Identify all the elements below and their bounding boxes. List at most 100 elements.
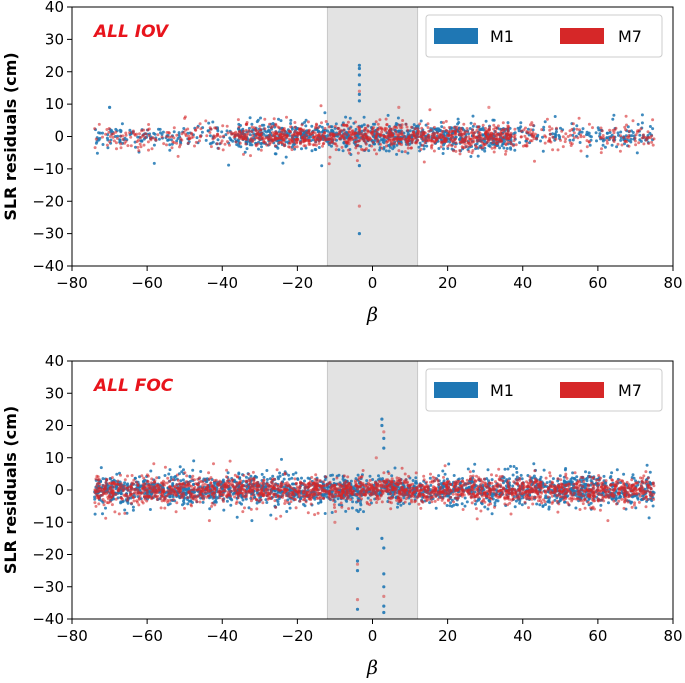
point-m1 bbox=[287, 473, 291, 477]
point-m7 bbox=[433, 141, 437, 144]
point-m1 bbox=[568, 138, 572, 142]
point-m7 bbox=[366, 129, 370, 133]
point-m7 bbox=[376, 138, 380, 142]
point-m7 bbox=[303, 144, 307, 148]
outlier-point-m1 bbox=[355, 607, 360, 611]
point-m7 bbox=[651, 118, 655, 122]
point-m1 bbox=[406, 151, 410, 155]
legend-label-m1: M1 bbox=[490, 27, 514, 46]
outlier-point-m1 bbox=[382, 585, 386, 589]
point-m1 bbox=[123, 508, 127, 512]
point-m7 bbox=[322, 135, 326, 139]
point-m7 bbox=[548, 474, 552, 478]
point-m7 bbox=[293, 145, 297, 149]
point-m1 bbox=[351, 500, 355, 504]
point-m1 bbox=[484, 119, 488, 123]
point-m7 bbox=[528, 475, 532, 479]
point-m7 bbox=[358, 129, 362, 133]
point-m7 bbox=[228, 143, 231, 147]
y-tick-label: 10 bbox=[45, 95, 64, 113]
point-m1 bbox=[152, 143, 156, 147]
point-m1 bbox=[531, 128, 535, 132]
point-m1 bbox=[578, 141, 582, 144]
point-m7 bbox=[398, 138, 402, 142]
x-tick-label: −60 bbox=[131, 274, 163, 292]
point-m7 bbox=[600, 129, 604, 133]
point-m1 bbox=[265, 469, 269, 472]
point-m7 bbox=[365, 137, 369, 141]
point-m1 bbox=[365, 479, 369, 483]
point-m1 bbox=[229, 503, 233, 507]
point-m7 bbox=[439, 140, 443, 144]
point-m1 bbox=[381, 138, 385, 142]
point-m1 bbox=[304, 124, 308, 128]
point-m7 bbox=[569, 133, 572, 137]
point-m7 bbox=[627, 129, 631, 133]
point-m1 bbox=[208, 142, 212, 146]
point-m7 bbox=[110, 132, 114, 136]
point-m1 bbox=[509, 146, 512, 150]
point-m1 bbox=[161, 130, 165, 134]
point-m7 bbox=[271, 131, 275, 135]
point-m1 bbox=[563, 500, 566, 504]
point-m7 bbox=[336, 126, 340, 130]
point-m1 bbox=[320, 164, 324, 168]
point-m1 bbox=[237, 471, 241, 475]
point-m7 bbox=[450, 138, 454, 142]
point-m7 bbox=[307, 128, 311, 132]
point-m7 bbox=[455, 125, 459, 129]
point-m1 bbox=[294, 471, 298, 475]
point-m1 bbox=[610, 471, 614, 475]
point-m1 bbox=[388, 145, 392, 149]
point-m1 bbox=[177, 131, 181, 135]
point-m1 bbox=[491, 494, 495, 498]
outlier-point-m1 bbox=[357, 63, 361, 67]
point-m7 bbox=[140, 500, 144, 503]
point-m1 bbox=[547, 507, 551, 511]
point-m1 bbox=[399, 503, 403, 507]
point-m7 bbox=[543, 141, 547, 145]
point-m7 bbox=[340, 145, 344, 149]
point-m7 bbox=[427, 129, 431, 133]
point-m7 bbox=[385, 140, 389, 144]
point-m1 bbox=[362, 123, 366, 127]
point-m7 bbox=[298, 484, 302, 488]
point-m7 bbox=[464, 135, 468, 139]
point-m1 bbox=[118, 138, 122, 142]
point-m1 bbox=[466, 467, 470, 471]
point-m7 bbox=[463, 142, 467, 146]
point-m7 bbox=[492, 150, 496, 154]
point-m7 bbox=[376, 122, 380, 126]
point-m7 bbox=[236, 118, 240, 122]
point-m7 bbox=[374, 120, 378, 124]
point-m7 bbox=[356, 151, 360, 155]
point-m7 bbox=[198, 139, 201, 143]
point-m1 bbox=[486, 468, 490, 472]
point-m7 bbox=[375, 501, 379, 504]
point-m7 bbox=[217, 147, 221, 150]
point-m1 bbox=[558, 474, 562, 478]
point-m1 bbox=[175, 139, 179, 143]
point-m1 bbox=[368, 474, 372, 478]
point-m7 bbox=[523, 500, 527, 504]
point-m7 bbox=[254, 127, 257, 131]
point-m1 bbox=[422, 147, 426, 151]
point-m1 bbox=[119, 500, 123, 504]
point-m1 bbox=[539, 475, 543, 479]
point-m1 bbox=[360, 124, 364, 128]
point-m7 bbox=[554, 137, 558, 141]
point-m7 bbox=[115, 147, 118, 151]
point-m7 bbox=[119, 142, 123, 146]
point-m7 bbox=[314, 125, 318, 129]
point-m1 bbox=[584, 477, 588, 481]
point-m1 bbox=[615, 145, 619, 149]
point-m7 bbox=[405, 125, 409, 129]
point-m7 bbox=[354, 120, 358, 124]
point-m7 bbox=[305, 131, 309, 135]
point-m7 bbox=[300, 123, 304, 127]
point-m1 bbox=[172, 130, 176, 134]
point-m7 bbox=[178, 143, 182, 147]
point-m7 bbox=[400, 123, 404, 127]
point-m7 bbox=[475, 136, 479, 140]
point-m1 bbox=[344, 144, 348, 148]
